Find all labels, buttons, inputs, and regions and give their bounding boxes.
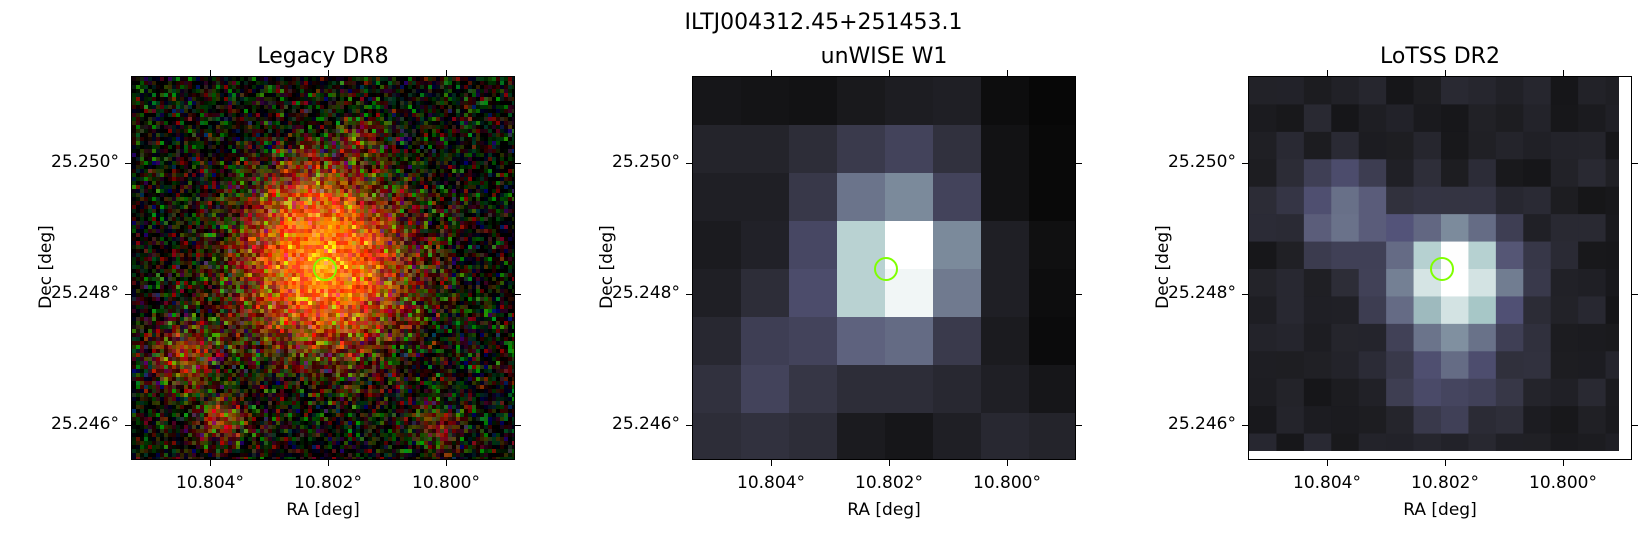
- x-axis-label: RA [deg]: [286, 500, 360, 520]
- optical-pixels: [132, 77, 514, 459]
- y-tick-right: [1076, 294, 1082, 295]
- x-tick-top: [1563, 70, 1564, 76]
- x-tick-label: 10.802°: [855, 473, 923, 493]
- y-axis-label: Dec [deg]: [1153, 225, 1173, 309]
- y-tick-label: 25.246°: [1168, 414, 1236, 434]
- y-tick-right: [1076, 163, 1082, 164]
- y-axis-label: Dec [deg]: [597, 225, 617, 309]
- y-tick-label: 25.246°: [51, 414, 119, 434]
- x-tick-label: 10.802°: [1411, 473, 1479, 493]
- x-tick-top: [446, 70, 447, 76]
- x-tick-bottom: [210, 460, 211, 466]
- x-tick-label: 10.800°: [1529, 473, 1597, 493]
- x-tick-bottom: [1563, 460, 1564, 466]
- panel-title: LoTSS DR2: [1380, 44, 1500, 69]
- x-tick-label: 10.800°: [412, 473, 480, 493]
- y-tick-label: 25.248°: [51, 283, 119, 303]
- y-tick-left: [686, 294, 692, 295]
- x-tick-label: 10.800°: [973, 473, 1041, 493]
- x-tick-top: [1007, 70, 1008, 76]
- y-tick-label: 25.248°: [612, 283, 680, 303]
- x-axis-label: RA [deg]: [847, 500, 921, 520]
- radio-pixels: [1249, 77, 1631, 459]
- image-frame: [131, 76, 515, 460]
- y-tick-right: [1076, 425, 1082, 426]
- source-position-marker: [874, 257, 898, 281]
- x-tick-top: [210, 70, 211, 76]
- radio-cutout-image: [1249, 77, 1631, 459]
- infrared-cutout-image: [693, 77, 1075, 459]
- x-tick-bottom: [1327, 460, 1328, 466]
- x-tick-top: [1445, 70, 1446, 76]
- image-frame: [1248, 76, 1632, 460]
- y-tick-label: 25.248°: [1168, 283, 1236, 303]
- source-position-marker: [1430, 257, 1454, 281]
- image-frame: [692, 76, 1076, 460]
- x-tick-top: [889, 70, 890, 76]
- y-tick-right: [1632, 163, 1638, 164]
- x-tick-label: 10.804°: [737, 473, 805, 493]
- x-tick-bottom: [446, 460, 447, 466]
- x-tick-top: [771, 70, 772, 76]
- x-tick-bottom: [889, 460, 890, 466]
- y-tick-label: 25.250°: [1168, 152, 1236, 172]
- x-tick-bottom: [1445, 460, 1446, 466]
- figure-title: ILTJ004312.45+251453.1: [684, 10, 963, 35]
- y-tick-left: [1242, 425, 1248, 426]
- y-tick-left: [1242, 163, 1248, 164]
- y-tick-right: [515, 163, 521, 164]
- y-tick-left: [686, 425, 692, 426]
- x-tick-label: 10.802°: [294, 473, 362, 493]
- y-tick-left: [125, 163, 131, 164]
- x-tick-top: [1327, 70, 1328, 76]
- x-tick-top: [328, 70, 329, 76]
- x-tick-label: 10.804°: [1293, 473, 1361, 493]
- y-tick-left: [1242, 294, 1248, 295]
- y-tick-label: 25.246°: [612, 414, 680, 434]
- infrared-pixels: [693, 77, 1075, 459]
- y-tick-right: [1632, 294, 1638, 295]
- y-tick-right: [515, 425, 521, 426]
- y-tick-left: [125, 294, 131, 295]
- x-axis-label: RA [deg]: [1403, 500, 1477, 520]
- panel-title: unWISE W1: [820, 44, 948, 69]
- y-axis-label: Dec [deg]: [36, 225, 56, 309]
- x-tick-bottom: [771, 460, 772, 466]
- y-tick-label: 25.250°: [51, 152, 119, 172]
- y-tick-right: [1632, 425, 1638, 426]
- x-tick-bottom: [1007, 460, 1008, 466]
- panel-title: Legacy DR8: [257, 44, 389, 69]
- y-tick-left: [686, 163, 692, 164]
- optical-cutout-image: [132, 77, 514, 459]
- y-tick-right: [515, 294, 521, 295]
- x-tick-label: 10.804°: [176, 473, 244, 493]
- y-tick-label: 25.250°: [612, 152, 680, 172]
- x-tick-bottom: [328, 460, 329, 466]
- source-position-marker: [313, 257, 337, 281]
- y-tick-left: [125, 425, 131, 426]
